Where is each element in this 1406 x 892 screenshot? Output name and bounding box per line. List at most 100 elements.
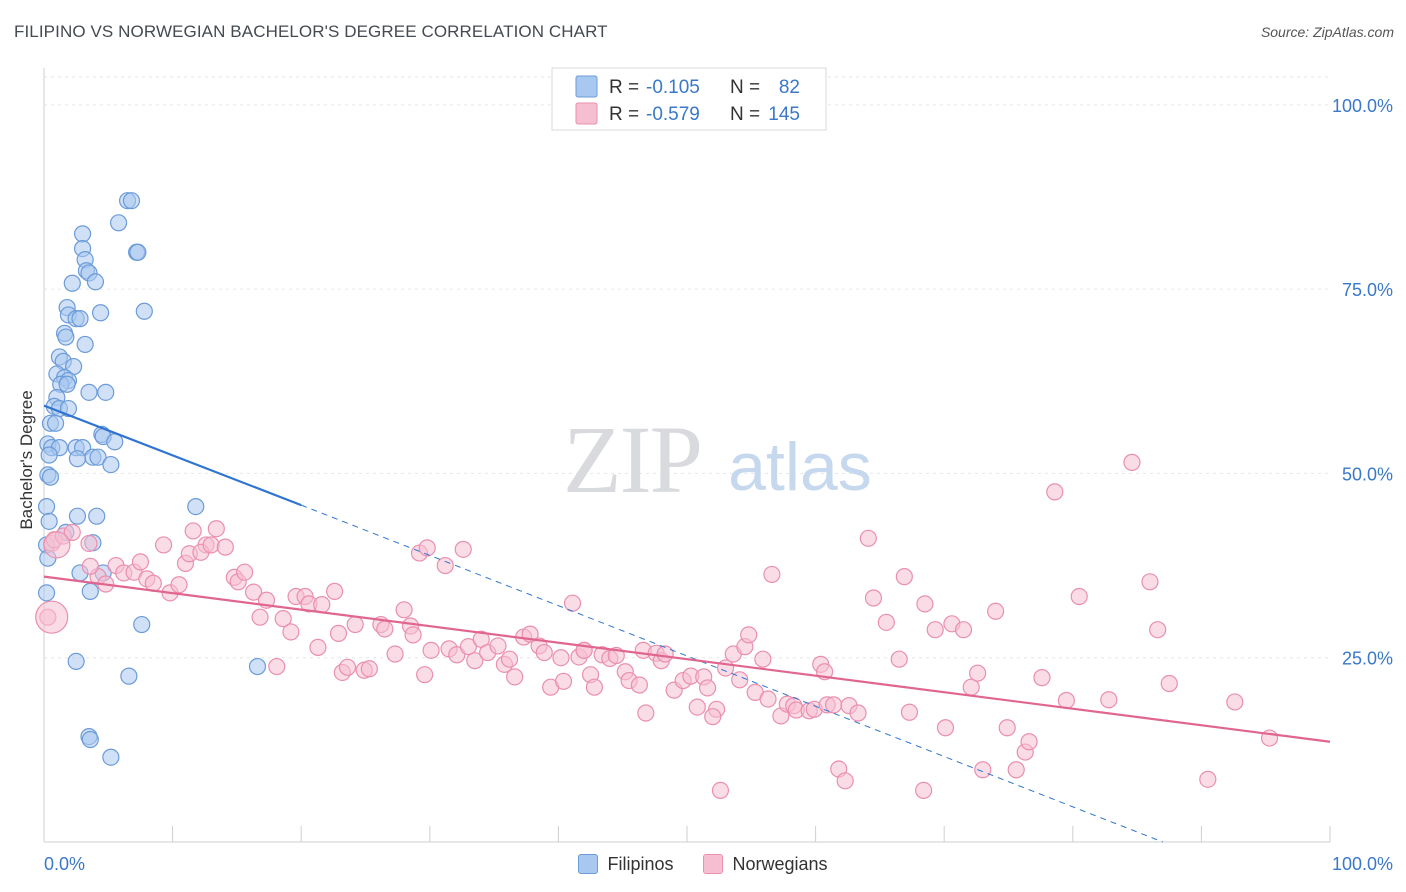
norwegians-point-119 bbox=[836, 772, 854, 790]
legend-n-value-2: 145 bbox=[768, 104, 800, 125]
norwegians-point-55 bbox=[416, 666, 434, 684]
norwegians-point-34 bbox=[282, 623, 300, 641]
norwegians-point-48 bbox=[376, 620, 394, 638]
norwegians-point-136 bbox=[987, 602, 1005, 620]
filipinos-point-49 bbox=[102, 455, 120, 474]
filipinos-point-19 bbox=[57, 328, 75, 346]
norwegians-point-150 bbox=[1199, 770, 1217, 788]
norwegians-point-40 bbox=[326, 582, 344, 600]
norwegians-point-50 bbox=[395, 601, 413, 619]
norwegians-point-146 bbox=[1123, 453, 1141, 471]
norwegians-point-124 bbox=[877, 613, 895, 631]
norwegians-point-129 bbox=[926, 621, 944, 639]
norwegians-point-20 bbox=[184, 522, 202, 540]
norwegians-point-68 bbox=[506, 668, 524, 686]
norwegians-point-122 bbox=[859, 529, 877, 547]
norwegians-point-117 bbox=[825, 696, 843, 714]
filipinos-point-54 bbox=[68, 507, 87, 525]
filipinos-point-12 bbox=[135, 302, 153, 320]
y-tick-label-0: 25.0% bbox=[1342, 649, 1393, 669]
legend-swatch-norwegians bbox=[575, 102, 598, 125]
norwegians-point-17 bbox=[170, 576, 188, 594]
y-tick-label-3: 100.0% bbox=[1332, 96, 1393, 116]
source-label: Source: ZipAtlas.com bbox=[1260, 24, 1394, 40]
norwegians-point-125 bbox=[890, 650, 908, 668]
filipinos-swatch bbox=[578, 854, 599, 874]
norwegians-point-39 bbox=[313, 596, 331, 614]
filipinos-point-1 bbox=[122, 192, 141, 210]
filipinos-point-6 bbox=[129, 243, 147, 261]
filipinos-point-48 bbox=[68, 450, 87, 468]
filipinos-point-64 bbox=[37, 584, 56, 602]
norwegians-point-30 bbox=[251, 608, 269, 626]
norwegians-point-74 bbox=[552, 649, 570, 667]
norwegians-point-24 bbox=[207, 520, 225, 538]
norwegians-point-140 bbox=[1020, 733, 1038, 751]
norwegians-point-145 bbox=[1100, 691, 1118, 709]
norwegians-point-62 bbox=[466, 652, 484, 670]
filipinos-point-2 bbox=[109, 214, 128, 232]
norwegians-point-15 bbox=[154, 536, 173, 554]
watermark: ZIP atlas bbox=[563, 406, 872, 513]
norwegians-point-65 bbox=[489, 637, 507, 655]
y-tick-label-1: 50.0% bbox=[1342, 464, 1393, 484]
norwegians-point-105 bbox=[754, 650, 772, 668]
legend-n-label-1: N = bbox=[730, 77, 760, 98]
filipinos-label: Filipinos bbox=[607, 853, 674, 874]
filipinos-point-29 bbox=[80, 383, 98, 401]
norwegians-point-76 bbox=[563, 594, 582, 612]
norwegians-point-80 bbox=[585, 678, 604, 696]
norwegians-point-103 bbox=[740, 626, 758, 644]
filipinos-point-28 bbox=[58, 375, 76, 393]
legend-item-norwegians[interactable]: Norwegians bbox=[703, 850, 828, 878]
norwegians-point-7 bbox=[81, 557, 99, 575]
norwegians-point-57 bbox=[436, 556, 454, 575]
norwegians-point-33 bbox=[274, 610, 292, 628]
norwegians-point-101 bbox=[731, 671, 749, 689]
norwegians-trend-line bbox=[43, 575, 1331, 743]
filipinos-points bbox=[37, 192, 267, 766]
filipinos-point-70 bbox=[81, 730, 99, 749]
filipinos-point-53 bbox=[37, 498, 56, 516]
norwegians-point-41 bbox=[329, 624, 348, 642]
stats-legend: R = -0.105 N = 82 R = -0.579 N = 145 bbox=[551, 67, 827, 131]
norwegians-point-12 bbox=[131, 553, 150, 571]
norwegians-point-32 bbox=[268, 657, 286, 676]
watermark-atlas: atlas bbox=[728, 429, 872, 505]
norwegians-point-25 bbox=[216, 538, 234, 556]
filipinos-point-17 bbox=[91, 304, 110, 322]
norwegians-point-59 bbox=[448, 646, 466, 664]
watermark-zip: ZIP bbox=[563, 406, 701, 513]
norwegians-point-121 bbox=[849, 704, 867, 722]
chart-title: FILIPINO VS NORWEGIAN BACHELOR'S DEGREE … bbox=[14, 22, 608, 41]
filipinos-point-66 bbox=[67, 652, 85, 671]
filipinos-point-16 bbox=[71, 310, 89, 328]
norwegians-point-137 bbox=[998, 719, 1016, 737]
norwegians-point-154 bbox=[711, 781, 730, 800]
norwegians-point-127 bbox=[900, 703, 919, 721]
norwegians-point-153 bbox=[915, 781, 933, 800]
norwegians-point-61 bbox=[459, 638, 477, 656]
norwegians-point-149 bbox=[1160, 674, 1178, 693]
filipinos-point-51 bbox=[41, 468, 60, 486]
legend-r-value-1: -0.105 bbox=[646, 77, 700, 98]
norwegians-point-52 bbox=[404, 626, 422, 644]
filipinos-point-55 bbox=[88, 507, 106, 525]
norwegians-point-43 bbox=[338, 658, 357, 676]
legend-swatch-filipinos bbox=[575, 75, 598, 98]
norwegians-point-86 bbox=[630, 676, 649, 694]
norwegians-point-148 bbox=[1149, 621, 1167, 639]
norwegians-swatch bbox=[703, 854, 724, 874]
norwegians-point-87 bbox=[637, 704, 655, 722]
norwegians-point-128 bbox=[916, 595, 934, 613]
legend-item-filipinos[interactable]: Filipinos bbox=[578, 850, 673, 878]
norwegians-point-123 bbox=[864, 589, 883, 607]
filipinos-point-52 bbox=[187, 498, 205, 516]
norwegians-point-cluster-2 bbox=[43, 531, 71, 559]
filipinos-trend-line bbox=[43, 404, 302, 507]
series-legend: Filipinos Norwegians bbox=[0, 850, 1406, 878]
legend-r-label-2: R = bbox=[609, 104, 639, 125]
y-axis-label: Bachelor's Degree bbox=[17, 390, 36, 529]
norwegians-point-107 bbox=[763, 565, 781, 584]
norwegians-point-4 bbox=[63, 523, 81, 542]
